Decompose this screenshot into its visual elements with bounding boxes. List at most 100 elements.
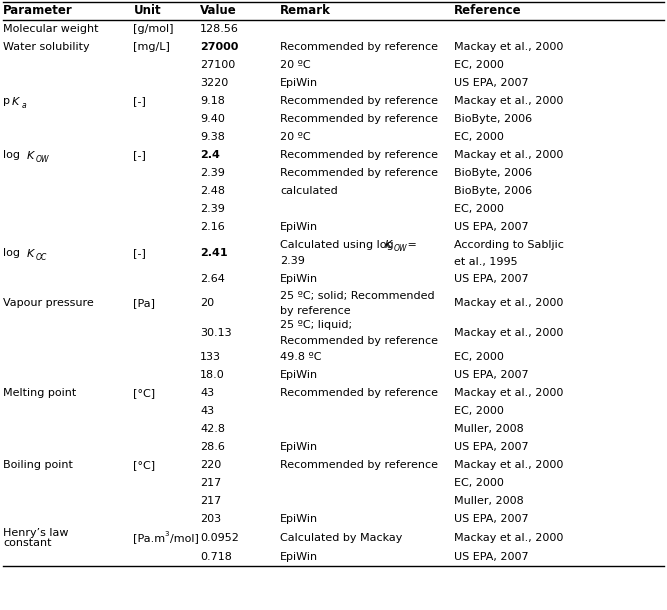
- Text: 128.56: 128.56: [200, 24, 239, 34]
- Text: Recommended by reference: Recommended by reference: [280, 336, 438, 345]
- Text: Mackay et al., 2000: Mackay et al., 2000: [454, 298, 563, 308]
- Text: 0.718: 0.718: [200, 552, 232, 562]
- Text: 25 ºC; liquid;: 25 ºC; liquid;: [280, 320, 352, 331]
- Text: 220: 220: [200, 460, 221, 470]
- Text: 9.40: 9.40: [200, 114, 225, 124]
- Text: EC, 2000: EC, 2000: [454, 204, 504, 214]
- Text: Mackay et al., 2000: Mackay et al., 2000: [454, 533, 563, 543]
- Text: [-]: [-]: [133, 248, 146, 258]
- Text: According to Sabljic: According to Sabljic: [454, 240, 564, 249]
- Text: 2.39: 2.39: [280, 256, 305, 267]
- Text: [°C]: [°C]: [133, 460, 155, 470]
- Text: 0.0952: 0.0952: [200, 533, 239, 543]
- Text: US EPA, 2007: US EPA, 2007: [454, 442, 528, 452]
- Text: 43: 43: [200, 388, 214, 398]
- Text: Recommended by reference: Recommended by reference: [280, 388, 438, 398]
- Text: 9.18: 9.18: [200, 96, 225, 106]
- Text: Mackay et al., 2000: Mackay et al., 2000: [454, 96, 563, 106]
- Text: 133: 133: [200, 352, 221, 362]
- Text: Molecular weight: Molecular weight: [3, 24, 99, 34]
- Text: OC: OC: [36, 253, 47, 262]
- Text: BioByte, 2006: BioByte, 2006: [454, 168, 532, 178]
- Text: 2.4: 2.4: [200, 150, 220, 160]
- Text: Recommended by reference: Recommended by reference: [280, 42, 438, 52]
- Text: [Pa]: [Pa]: [133, 298, 155, 308]
- Text: US EPA, 2007: US EPA, 2007: [454, 222, 528, 232]
- Text: et al., 1995: et al., 1995: [454, 256, 517, 267]
- Text: 27000: 27000: [200, 42, 239, 52]
- Text: $\it{K}$: $\it{K}$: [26, 149, 36, 161]
- Text: p: p: [3, 96, 10, 106]
- Text: =: =: [404, 240, 416, 249]
- Text: $\it{K}$: $\it{K}$: [384, 239, 394, 251]
- Text: [-]: [-]: [133, 96, 146, 106]
- Text: calculated: calculated: [280, 186, 338, 196]
- Text: US EPA, 2007: US EPA, 2007: [454, 78, 528, 88]
- Text: EpiWin: EpiWin: [280, 222, 318, 232]
- Text: BioByte, 2006: BioByte, 2006: [454, 186, 532, 196]
- Text: by reference: by reference: [280, 306, 351, 315]
- Text: a: a: [21, 101, 26, 110]
- Text: Boiling point: Boiling point: [3, 460, 73, 470]
- Text: Mackay et al., 2000: Mackay et al., 2000: [454, 388, 563, 398]
- Text: 203: 203: [200, 514, 221, 524]
- Text: EpiWin: EpiWin: [280, 442, 318, 452]
- Text: Value: Value: [200, 4, 237, 18]
- Text: EC, 2000: EC, 2000: [454, 406, 504, 416]
- Text: 20 ºC: 20 ºC: [280, 60, 311, 70]
- Text: 2.64: 2.64: [200, 274, 225, 284]
- Text: Henry’s law: Henry’s law: [3, 528, 69, 538]
- Text: log: log: [3, 150, 24, 160]
- Text: US EPA, 2007: US EPA, 2007: [454, 370, 528, 380]
- Text: BioByte, 2006: BioByte, 2006: [454, 114, 532, 124]
- Text: Water solubility: Water solubility: [3, 42, 90, 52]
- Text: EpiWin: EpiWin: [280, 370, 318, 380]
- Text: 20 ºC: 20 ºC: [280, 132, 311, 142]
- Text: Recommended by reference: Recommended by reference: [280, 114, 438, 124]
- Text: Calculated using log: Calculated using log: [280, 240, 398, 249]
- Text: Muller, 2008: Muller, 2008: [454, 424, 524, 434]
- Text: 20: 20: [200, 298, 214, 308]
- Text: 30.13: 30.13: [200, 328, 231, 338]
- Text: $\it{K}$: $\it{K}$: [11, 95, 21, 107]
- Text: Vapour pressure: Vapour pressure: [3, 298, 94, 308]
- Text: EC, 2000: EC, 2000: [454, 132, 504, 142]
- Text: /mol]: /mol]: [170, 533, 199, 543]
- Text: 217: 217: [200, 496, 221, 506]
- Text: Melting point: Melting point: [3, 388, 77, 398]
- Text: 28.6: 28.6: [200, 442, 225, 452]
- Text: 27100: 27100: [200, 60, 235, 70]
- Text: Remark: Remark: [280, 4, 331, 18]
- Text: 18.0: 18.0: [200, 370, 225, 380]
- Text: 43: 43: [200, 406, 214, 416]
- Text: [-]: [-]: [133, 150, 146, 160]
- Text: 9.38: 9.38: [200, 132, 225, 142]
- Text: 3220: 3220: [200, 78, 228, 88]
- Text: 2.39: 2.39: [200, 168, 225, 178]
- Text: 25 ºC; solid; Recommended: 25 ºC; solid; Recommended: [280, 290, 435, 301]
- Text: US EPA, 2007: US EPA, 2007: [454, 514, 528, 524]
- Text: 49.8 ºC: 49.8 ºC: [280, 352, 321, 362]
- Text: Recommended by reference: Recommended by reference: [280, 460, 438, 470]
- Text: 2.39: 2.39: [200, 204, 225, 214]
- Text: Calculated by Mackay: Calculated by Mackay: [280, 533, 402, 543]
- Text: 2.48: 2.48: [200, 186, 225, 196]
- Text: US EPA, 2007: US EPA, 2007: [454, 552, 528, 562]
- Text: 42.8: 42.8: [200, 424, 225, 434]
- Text: Parameter: Parameter: [3, 4, 73, 18]
- Text: 217: 217: [200, 478, 221, 488]
- Text: Mackay et al., 2000: Mackay et al., 2000: [454, 150, 563, 160]
- Text: [mg/L]: [mg/L]: [133, 42, 170, 52]
- Text: log: log: [3, 248, 24, 258]
- Text: $\it{K}$: $\it{K}$: [26, 247, 36, 259]
- Text: Mackay et al., 2000: Mackay et al., 2000: [454, 328, 563, 338]
- Text: [g/mol]: [g/mol]: [133, 24, 174, 34]
- Text: [°C]: [°C]: [133, 388, 155, 398]
- Text: 2.16: 2.16: [200, 222, 225, 232]
- Text: OW: OW: [36, 155, 49, 163]
- Text: 3: 3: [165, 531, 169, 537]
- Text: EC, 2000: EC, 2000: [454, 352, 504, 362]
- Text: EpiWin: EpiWin: [280, 552, 318, 562]
- Text: Recommended by reference: Recommended by reference: [280, 150, 438, 160]
- Text: EpiWin: EpiWin: [280, 514, 318, 524]
